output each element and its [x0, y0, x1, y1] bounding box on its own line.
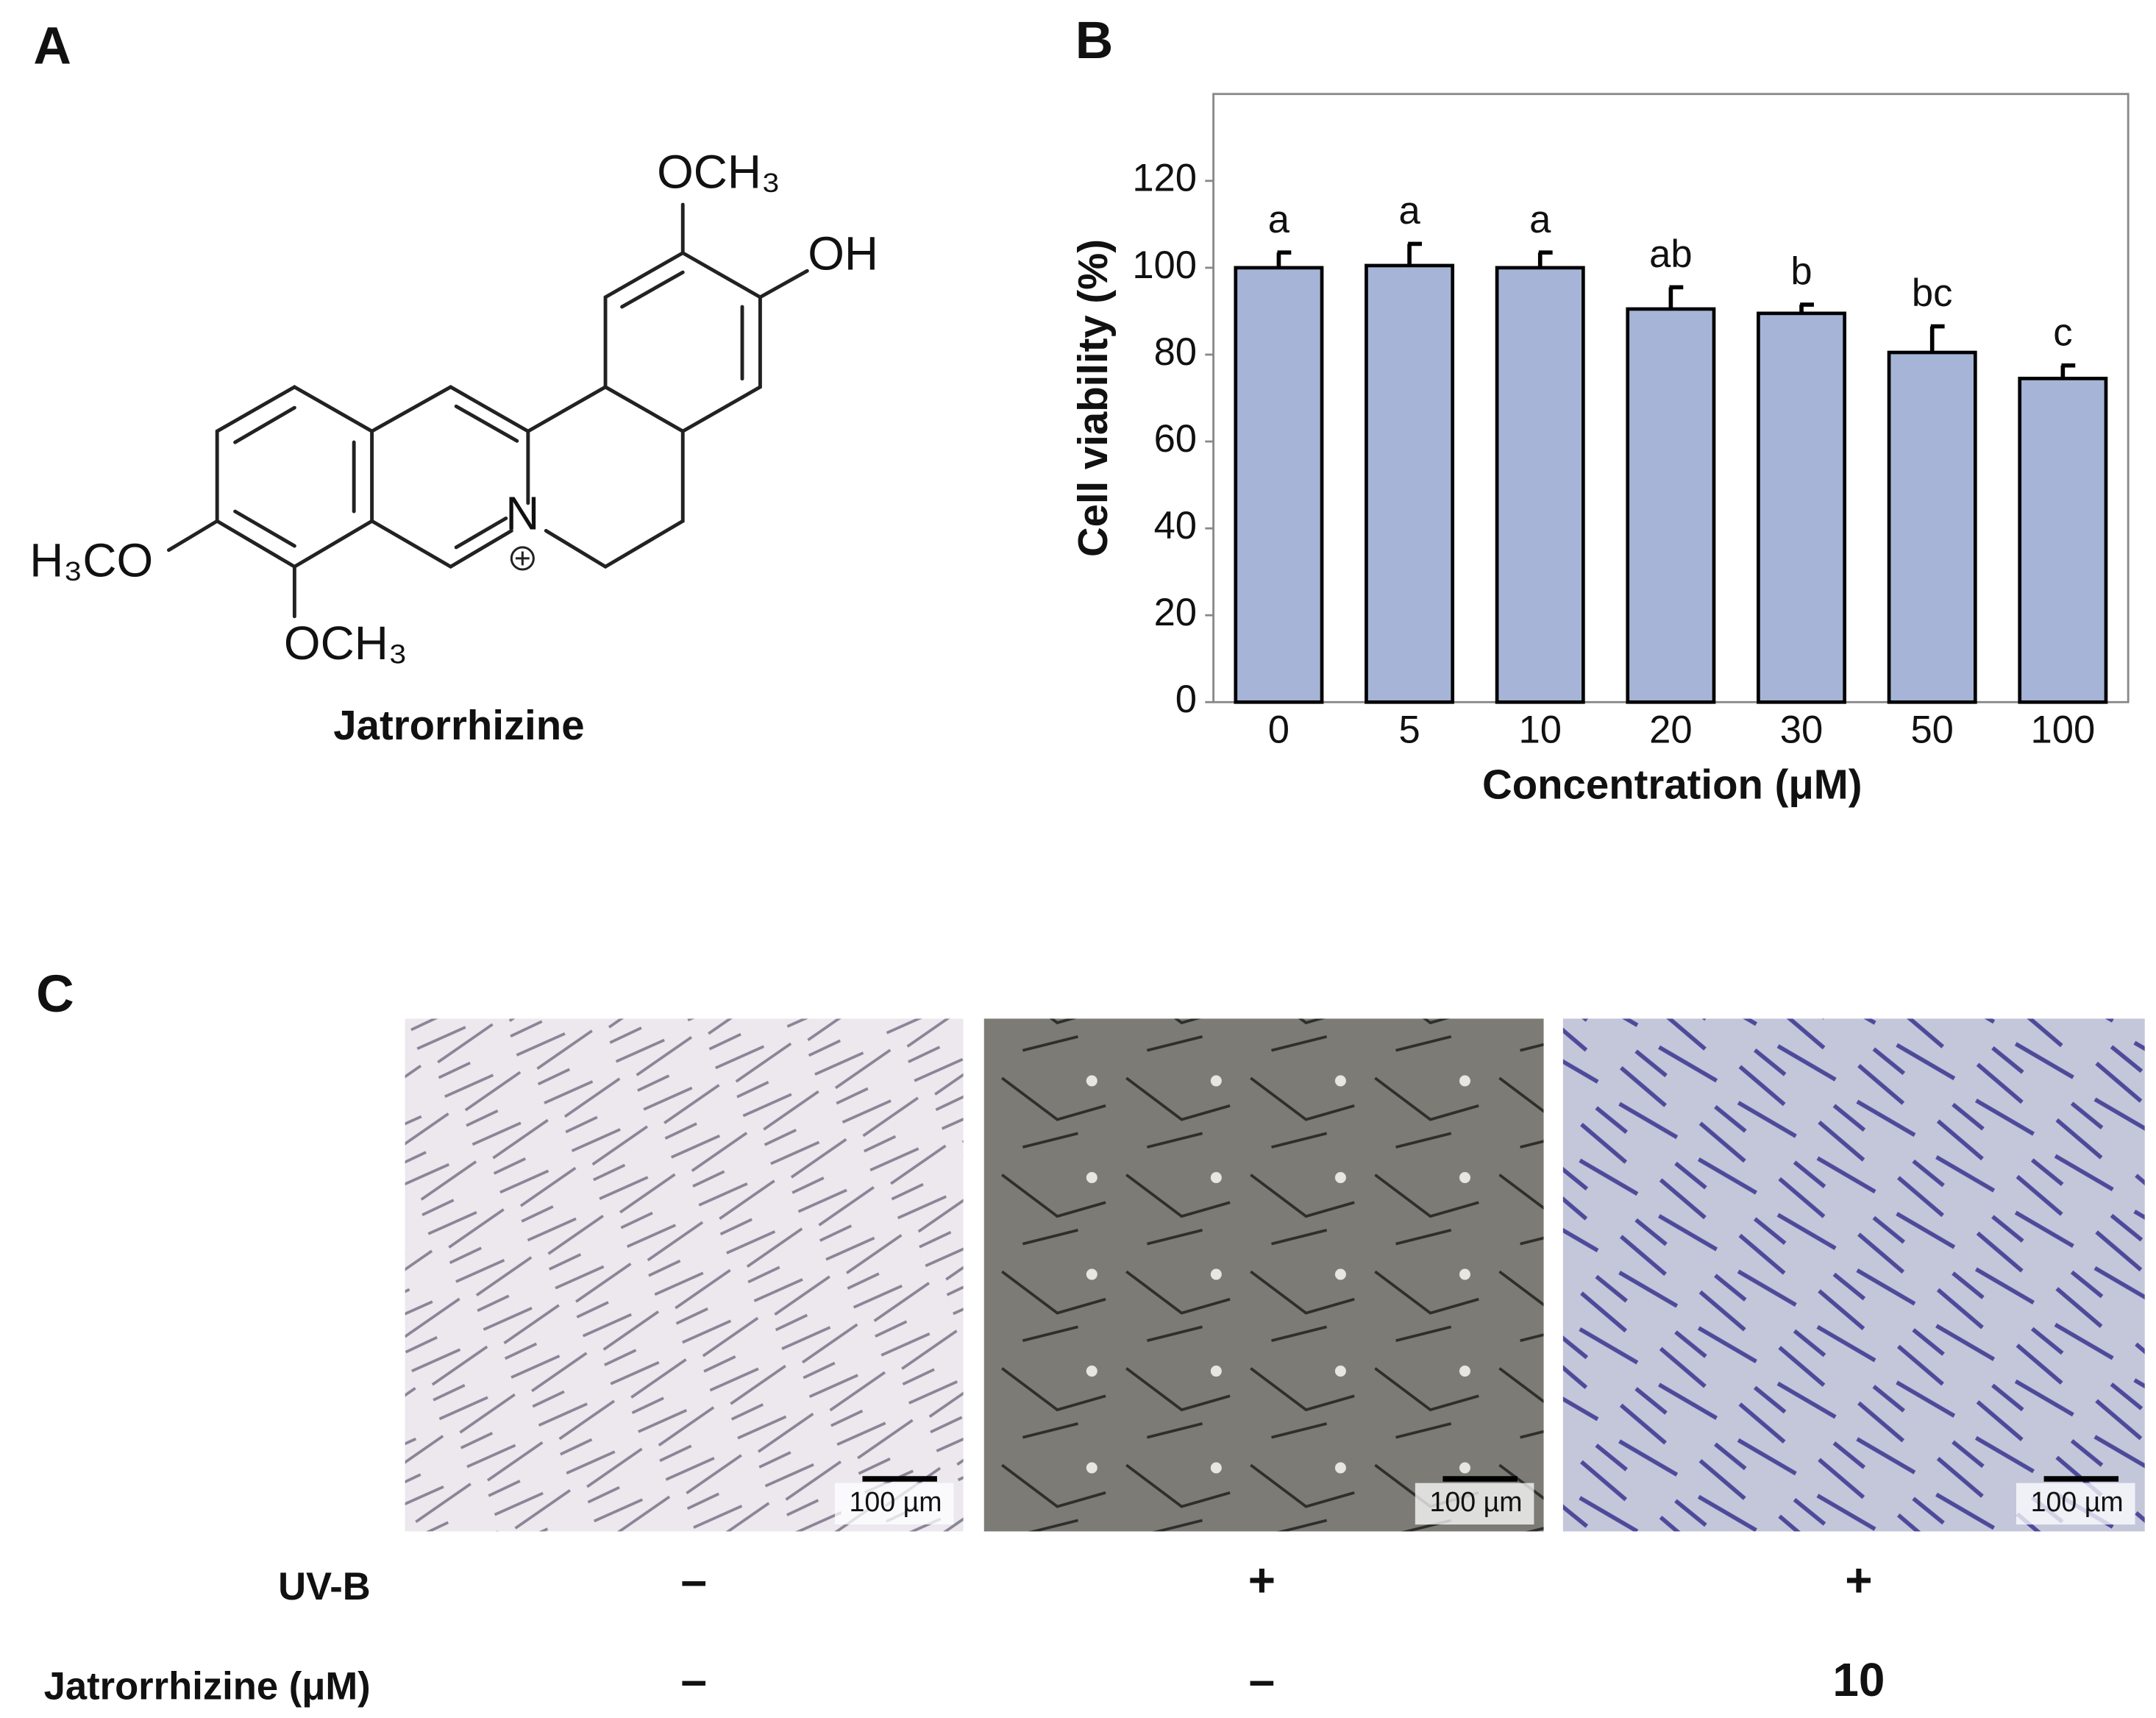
bond	[370, 385, 530, 569]
panel-label: A	[33, 16, 71, 75]
y-tick-label: 20	[1154, 591, 1197, 634]
bar	[2018, 377, 2108, 704]
x-tick-label: 100	[2030, 709, 2095, 752]
x-axis-title: Concentration (μM)	[1482, 762, 1862, 808]
condition-label: UV-B	[278, 1565, 371, 1608]
condition-value: +	[1248, 1554, 1276, 1607]
x-tick-label: 0	[1268, 709, 1289, 752]
condition-label: Jatrorrhizine (μM)	[44, 1664, 371, 1708]
scale-bars: 100 µm 100 µm 100 µm	[834, 1476, 2135, 1525]
panel-label: B	[1075, 11, 1114, 70]
atom-label: N	[505, 486, 539, 539]
y-axis-title: Cell viability (%)	[1070, 239, 1116, 557]
y-tick-label: 40	[1154, 504, 1197, 547]
significance-letter: c	[2053, 310, 2072, 354]
condition-value: 10	[1832, 1653, 1885, 1706]
atom-label: OCH₃	[284, 617, 408, 670]
y-tick-label: 100	[1132, 244, 1197, 287]
y-tick-label: 0	[1175, 678, 1197, 721]
conditions: UV-B – + + Jatrorrhizine (μM) – – 10	[44, 1554, 1885, 1708]
significance-letter: bc	[1912, 271, 1953, 315]
bar	[1757, 311, 1847, 704]
bar	[1234, 266, 1324, 704]
scale-bar-bg	[1415, 1483, 1534, 1525]
micrograph	[1562, 1018, 2145, 1532]
x-tick-label: 30	[1780, 709, 1823, 752]
x-tick-label: 5	[1398, 709, 1420, 752]
x-tick-label: 50	[1910, 709, 1953, 752]
chemical-structure	[166, 202, 809, 619]
bond	[166, 202, 809, 619]
significance-letter: a	[1268, 198, 1290, 241]
scale-bar-bg	[2016, 1483, 2135, 1525]
condition-value: –	[681, 1653, 708, 1706]
atom-label: OH	[808, 227, 878, 280]
bond	[526, 385, 685, 569]
condition-value: +	[1845, 1554, 1872, 1607]
double-bond	[233, 270, 744, 550]
y-tick-label: 120	[1132, 157, 1197, 200]
bond	[215, 385, 374, 569]
condition-value: –	[1249, 1653, 1276, 1706]
scale-bar-bg	[834, 1483, 954, 1525]
scale-bar-label: 100 µm	[1429, 1486, 1522, 1517]
significance-letter: a	[1398, 189, 1420, 233]
x-tick-label: 10	[1518, 709, 1561, 752]
y-tick-label: 80	[1154, 330, 1197, 374]
chart: Concentration (μM) Cell viability (%) 0 2…	[1070, 93, 2130, 808]
bond	[603, 250, 762, 433]
micrograph	[983, 1018, 1544, 1532]
atom-label: H₃CO	[29, 533, 153, 586]
compound-name: Jatrorrhizine	[333, 702, 584, 748]
bar	[1887, 350, 1977, 704]
bar	[1365, 263, 1455, 704]
bar	[1626, 307, 1716, 704]
significance-letter: a	[1529, 198, 1551, 241]
condition-value: –	[681, 1554, 708, 1607]
scale-bar-label: 100 µm	[2031, 1486, 2124, 1517]
significance-letter: b	[1790, 250, 1812, 294]
micrograph	[405, 1018, 964, 1532]
charge	[515, 551, 530, 566]
scale-bar-label: 100 µm	[850, 1486, 942, 1517]
bar	[1495, 266, 1585, 704]
charge	[510, 546, 535, 571]
y-tick-label: 60	[1154, 417, 1197, 461]
x-tick-label: 20	[1649, 709, 1692, 752]
panel-label: C	[36, 965, 74, 1023]
atom-label: OCH₃	[657, 145, 780, 198]
significance-letter: ab	[1649, 233, 1692, 276]
